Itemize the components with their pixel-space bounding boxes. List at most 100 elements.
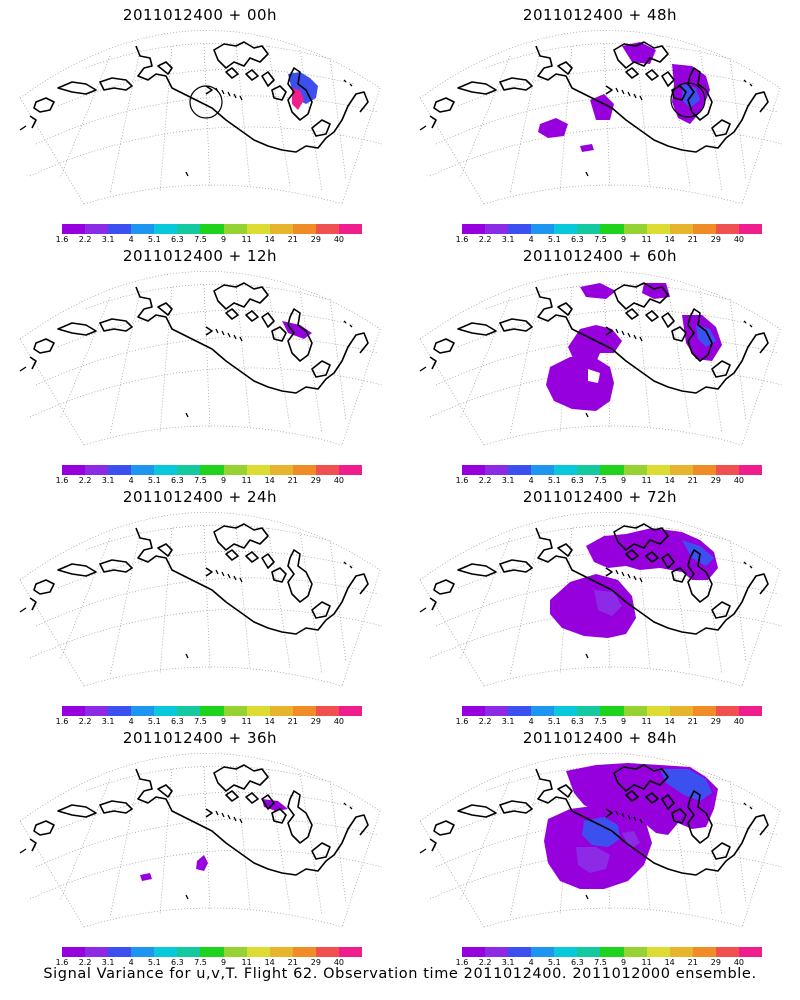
colorbar-swatch xyxy=(485,947,509,957)
polar-map xyxy=(19,30,383,205)
colorbar-label: 14 xyxy=(264,958,275,967)
colorbar-label: 9 xyxy=(620,958,627,967)
colorbar xyxy=(62,224,363,234)
colorbar-label: 11 xyxy=(241,717,252,726)
colorbar-swatch xyxy=(269,224,293,234)
colorbar-label: 5.1 xyxy=(547,958,561,967)
colorbar-swatch xyxy=(200,465,224,475)
colorbar xyxy=(462,706,763,716)
colorbar-label: 1.6 xyxy=(455,476,469,485)
colorbar-swatch xyxy=(715,224,739,234)
colorbar-label: 7.5 xyxy=(594,717,607,726)
colorbar-swatch xyxy=(292,947,316,957)
coastline xyxy=(419,41,769,177)
colorbar-swatch xyxy=(154,706,178,716)
colorbar-swatch xyxy=(177,224,201,234)
colorbar-swatch xyxy=(485,465,509,475)
colorbar-swatch xyxy=(154,947,178,957)
variance-patch xyxy=(580,283,616,299)
colorbar-label: 4 xyxy=(528,717,534,726)
colorbar-label: 6.3 xyxy=(171,958,184,967)
colorbar-swatch xyxy=(223,224,247,234)
colorbar-label: 21 xyxy=(287,717,298,726)
colorbar-swatch xyxy=(600,706,624,716)
colorbar-labels: 1.6 2.2 3.1 4 5.1 6.3 7.5 9 11 14 21 29 40 xyxy=(456,717,762,729)
colorbar-swatch xyxy=(85,706,109,716)
observation-circle xyxy=(670,82,706,118)
colorbar-swatch xyxy=(646,224,670,234)
variance-patch xyxy=(282,321,312,339)
colorbar-swatch xyxy=(738,947,763,957)
colorbar xyxy=(62,706,363,716)
polar-map xyxy=(19,512,383,687)
colorbar-label: 9 xyxy=(220,958,227,967)
panel-title: 2011012400 + 84h xyxy=(522,729,678,747)
observation-circle xyxy=(189,85,223,119)
colorbar-swatch xyxy=(200,224,224,234)
colorbar-label: 11 xyxy=(641,235,652,244)
colorbar-label: 9 xyxy=(220,235,227,244)
colorbar-swatch xyxy=(715,947,739,957)
colorbar-label: 2.2 xyxy=(478,717,492,726)
colorbar-swatch xyxy=(577,706,601,716)
variance-patch xyxy=(582,817,620,847)
colorbar-label: 2.2 xyxy=(78,717,92,726)
colorbar-label: 1.6 xyxy=(455,958,469,967)
colorbar-swatch xyxy=(462,224,486,234)
colorbar-swatch xyxy=(246,706,270,716)
colorbar-swatch xyxy=(223,706,247,716)
polar-map xyxy=(419,753,783,928)
colorbar-label: 4 xyxy=(128,958,134,967)
colorbar-label: 5.1 xyxy=(147,235,161,244)
colorbar-label: 40 xyxy=(333,717,345,726)
colorbar-label: 6.3 xyxy=(571,235,584,244)
colorbar-swatch xyxy=(462,947,486,957)
colorbar-swatch xyxy=(485,706,509,716)
colorbar-label: 3.1 xyxy=(501,958,515,967)
colorbar-label: 14 xyxy=(664,717,675,726)
colorbar-label: 14 xyxy=(664,958,675,967)
colorbar-label: 11 xyxy=(641,717,652,726)
colorbar-label: 9 xyxy=(620,476,627,485)
colorbar-swatch xyxy=(462,465,486,475)
colorbar-label: 9 xyxy=(620,235,627,244)
colorbar-swatch xyxy=(577,947,601,957)
colorbar-swatch xyxy=(715,706,739,716)
signal-variance-field xyxy=(544,763,718,889)
colorbar-label: 4 xyxy=(128,476,134,485)
polar-map xyxy=(19,271,383,446)
colorbar-label: 6.3 xyxy=(171,235,184,244)
colorbar-swatch xyxy=(508,465,532,475)
colorbar-swatch xyxy=(200,947,224,957)
colorbar-swatch xyxy=(692,465,716,475)
colorbar-swatch xyxy=(531,465,555,475)
colorbar-label: 21 xyxy=(287,235,298,244)
colorbar-label: 4 xyxy=(528,958,534,967)
colorbar-label: 14 xyxy=(264,476,275,485)
colorbar-label: 29 xyxy=(310,476,321,485)
colorbar-swatch xyxy=(485,224,509,234)
colorbar-label: 40 xyxy=(733,235,745,244)
colorbar-label: 21 xyxy=(287,958,298,967)
colorbar-label: 14 xyxy=(264,717,275,726)
variance-patch xyxy=(622,831,640,849)
signal-variance-field xyxy=(538,42,710,152)
colorbar-swatch xyxy=(108,224,132,234)
colorbar-label: 7.5 xyxy=(594,235,607,244)
map-grid xyxy=(19,271,383,446)
variance-patch xyxy=(292,88,304,110)
colorbar-label: 2.2 xyxy=(78,476,92,485)
colorbar-swatch xyxy=(154,224,178,234)
colorbar-swatch xyxy=(669,706,693,716)
variance-patch xyxy=(588,369,600,383)
colorbar-labels: 1.6 2.2 3.1 4 5.1 6.3 7.5 9 11 14 21 29 40 xyxy=(456,958,762,970)
colorbar-label: 7.5 xyxy=(194,235,207,244)
colorbar-labels: 1.6 2.2 3.1 4 5.1 6.3 7.5 9 11 14 21 29 40 xyxy=(56,958,362,970)
variance-patch xyxy=(660,769,712,801)
colorbar-swatch xyxy=(531,706,555,716)
colorbar-label: 1.6 xyxy=(455,235,469,244)
colorbar-swatch xyxy=(600,224,624,234)
panel-title: 2011012400 + 24h xyxy=(122,488,278,506)
colorbar-swatch xyxy=(646,465,670,475)
colorbar-label: 2.2 xyxy=(478,476,492,485)
